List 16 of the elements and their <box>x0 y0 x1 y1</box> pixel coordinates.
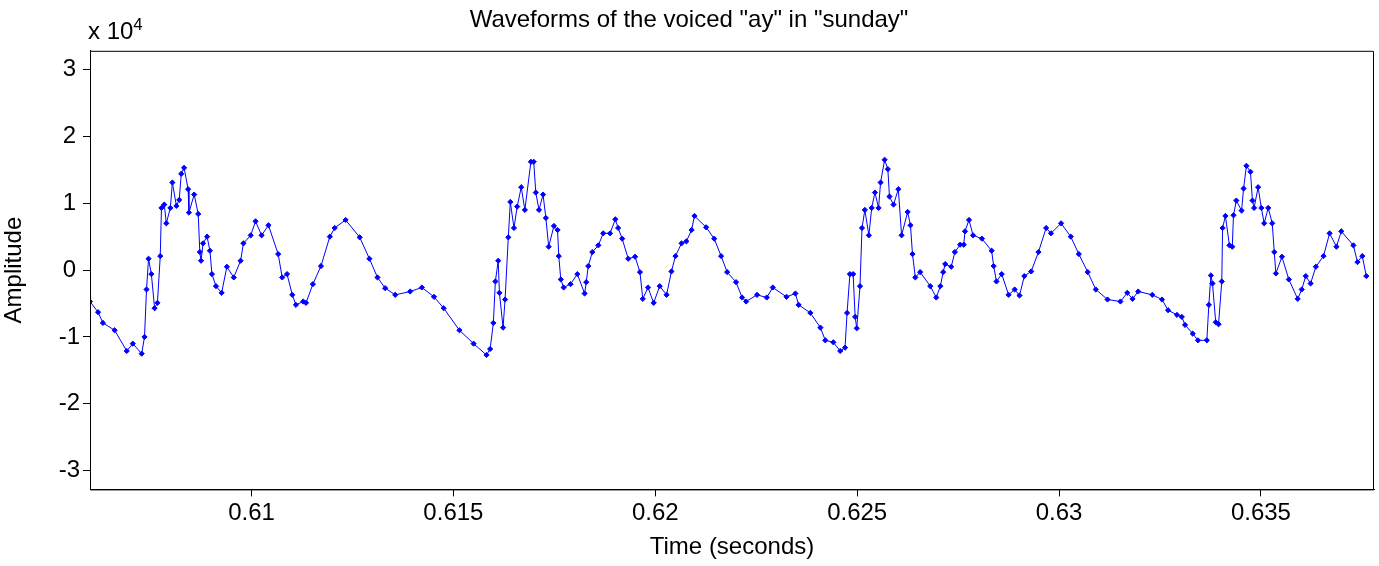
x-tick-label: 0.625 <box>827 498 888 526</box>
y-tick-label: 3 <box>62 54 77 82</box>
chart-title: Waveforms of the voiced "ay" in "sunday" <box>469 5 909 33</box>
y-tick-label: -2 <box>58 388 80 416</box>
y-tick-label: 2 <box>62 121 77 149</box>
y-axis-title: Amplitude <box>0 216 27 324</box>
y-tick-label: 0 <box>62 254 77 282</box>
y-tick-label: -1 <box>58 321 80 349</box>
x-tick-label: 0.62 <box>631 498 679 526</box>
y-tick-label: -3 <box>58 455 80 483</box>
x-tick-label: 0.61 <box>228 498 275 526</box>
x-tick-label: 0.615 <box>423 498 484 526</box>
x-tick-label: 0.63 <box>1035 498 1083 526</box>
y-tick-label: 1 <box>62 187 77 215</box>
x-axis-title: Time (seconds) <box>649 532 815 560</box>
x-tick-label: 0.635 <box>1230 498 1291 526</box>
